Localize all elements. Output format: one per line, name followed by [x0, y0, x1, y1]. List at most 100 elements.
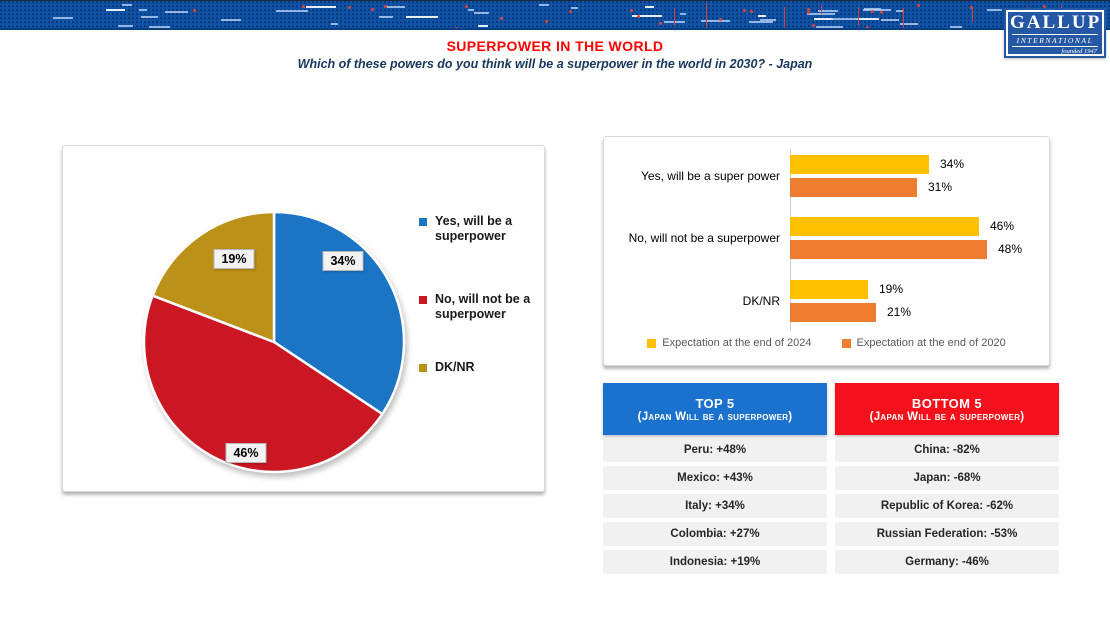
map-speckle [871, 10, 875, 14]
bar-legend-item-2024: Expectation at the end of 2024 [647, 337, 812, 349]
gallup-logo-sub: INTERNATIONAL [1012, 33, 1098, 47]
legend-marker-no-icon [419, 296, 427, 304]
map-speckle [987, 8, 1002, 11]
table-row: Indonesia: +19% [603, 550, 827, 574]
map-speckle [1043, 4, 1047, 8]
map-speckle [816, 26, 844, 28]
map-speckle [138, 9, 147, 12]
map-speckle [821, 5, 823, 15]
map-speckle [701, 19, 730, 22]
top5-table-header: TOP 5 (Japan Will be a superpower) [603, 383, 827, 435]
map-speckle [301, 4, 305, 8]
pie-legend-item-yes: Yes, will be a superpower [419, 214, 541, 244]
map-speckle [658, 21, 662, 25]
bar [790, 178, 917, 197]
bar-legend-label: Expectation at the end of 2024 [662, 337, 812, 349]
map-speckle [455, 26, 459, 28]
table-row: Italy: +34% [603, 494, 827, 518]
table-row: Peru: +48% [603, 438, 827, 462]
map-speckle [758, 15, 766, 18]
map-speckle [706, 3, 707, 28]
pie-legend-label: DK/NR [435, 360, 475, 374]
map-speckle [879, 11, 883, 15]
top5-title: TOP 5 [695, 395, 735, 411]
top5-subtitle: (Japan Will be a superpower) [637, 410, 793, 423]
map-speckle [811, 24, 815, 28]
bar-value-label: 46% [990, 219, 1015, 233]
bar-group: Yes, will be a super power 34% 31% [604, 155, 1051, 197]
map-speckle [760, 19, 776, 22]
legend-marker-2024-icon [647, 338, 657, 348]
map-speckle [52, 16, 74, 19]
map-speckle [105, 9, 126, 12]
bar-category-label: No, will not be a superpower [628, 231, 780, 245]
bottom5-subtitle: (Japan Will be a superpower) [869, 410, 1025, 423]
map-speckle [379, 15, 393, 18]
map-speckle [477, 25, 488, 28]
map-speckle [856, 17, 880, 20]
legend-marker-dknr-icon [419, 364, 427, 372]
map-speckle [193, 8, 197, 12]
bar-group: No, will not be a superpower 46% 48% [604, 217, 1051, 259]
bar-value-label: 31% [928, 180, 953, 194]
map-speckle [896, 9, 903, 12]
map-speckle [276, 9, 309, 12]
gallup-logo: GALLUP INTERNATIONAL founded 1947 [1004, 8, 1106, 58]
map-speckle [331, 23, 339, 26]
map-speckle [500, 16, 504, 20]
map-speckle [464, 5, 468, 9]
legend-marker-2020-icon [841, 338, 851, 348]
map-speckle [165, 11, 188, 14]
map-speckle [917, 4, 921, 8]
pie-legend-item-no: No, will not be a superpower [419, 292, 541, 322]
map-speckle [679, 12, 687, 15]
bar [790, 217, 979, 236]
map-speckle [220, 19, 241, 22]
map-speckle [386, 6, 405, 9]
map-speckle [813, 18, 833, 21]
map-speckle [348, 6, 352, 10]
map-speckle [538, 3, 549, 6]
bar-legend-label: Expectation at the end of 2020 [856, 337, 1006, 349]
bar [790, 240, 987, 259]
pie-value-label-no: 46% [225, 443, 267, 463]
bar-value-label: 19% [879, 282, 904, 296]
gallup-logo-name: GALLUP [1010, 12, 1102, 33]
map-speckle [783, 6, 785, 28]
pie-value-label-dknr: 19% [213, 249, 255, 269]
map-speckle [306, 5, 336, 8]
map-speckle [830, 18, 859, 21]
map-speckle [807, 13, 835, 16]
table-row: Germany: -46% [835, 550, 1059, 574]
pie-legend-label: No, will not be a superpower [435, 292, 531, 321]
map-speckle [467, 8, 474, 11]
map-speckle [899, 23, 918, 26]
map-speckle [571, 6, 579, 9]
bar [790, 303, 876, 322]
map-speckle [748, 21, 773, 24]
table-row: China: -82% [835, 438, 1059, 462]
bar-category-label: Yes, will be a super power [641, 169, 780, 183]
world-map-banner [0, 0, 1110, 30]
map-speckle [673, 8, 675, 27]
map-speckle [971, 7, 973, 23]
map-speckle [473, 12, 490, 15]
bar-value-label: 34% [940, 157, 965, 171]
table-row: Japan: -68% [835, 466, 1059, 490]
map-speckle [632, 15, 663, 18]
table-row: Russian Federation: -53% [835, 522, 1059, 546]
page-title: SUPERPOWER IN THE WORLD [446, 38, 664, 54]
map-speckle [645, 5, 654, 8]
top5-table: TOP 5 (Japan Will be a superpower) Peru:… [603, 383, 827, 578]
bar-legend: Expectation at the end of 2024 Expectati… [604, 337, 1049, 349]
map-speckle [857, 7, 859, 27]
map-speckle [148, 25, 170, 28]
bottom5-title: BOTTOM 5 [911, 395, 983, 411]
map-speckle [719, 18, 723, 22]
map-speckle [818, 9, 838, 12]
table-row: Colombia: +27% [603, 522, 827, 546]
table-row: Republic of Korea: -62% [835, 494, 1059, 518]
bar-category-label: DK/NR [742, 294, 780, 308]
bar-legend-item-2020: Expectation at the end of 2020 [841, 337, 1006, 349]
